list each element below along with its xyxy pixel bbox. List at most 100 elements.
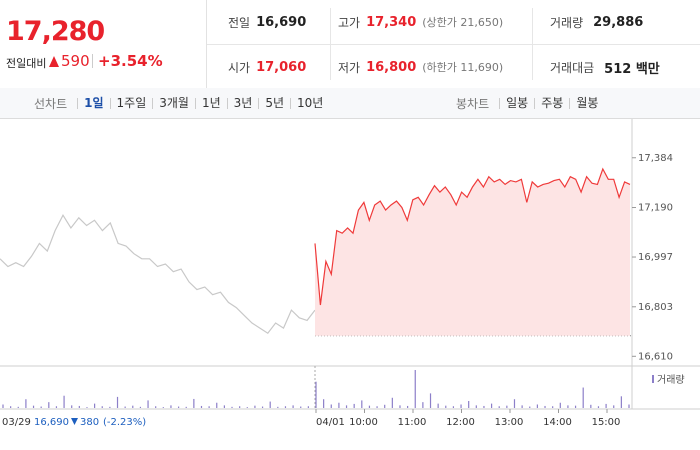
tab[interactable]: 월봉	[569, 97, 604, 109]
tab[interactable]: 3년	[226, 97, 259, 109]
info-cell: 시가 17,060	[228, 45, 306, 89]
volume-bar	[261, 406, 264, 408]
line-chart-tabs: 선차트 1일 1주일 3개월 1년 3년 5년 10년	[34, 95, 329, 112]
volume-bar	[170, 405, 172, 408]
volume-bar	[177, 406, 180, 408]
volume-bar	[292, 405, 294, 408]
info-value: 17,060	[256, 59, 307, 75]
tab-group-label: 선차트	[34, 96, 68, 111]
volume-bar	[452, 406, 455, 408]
price-line	[0, 213, 316, 335]
divider	[532, 8, 533, 80]
quote-panel: 17,280 전일대비 590 +3.54% 전일 16,690 고가 17,340…	[0, 0, 700, 89]
x-tick-label: 10:00	[349, 417, 378, 428]
candle-chart-tabs: 봉차트 일봉 주봉 월봉	[456, 95, 604, 112]
volume-bar	[345, 405, 348, 408]
y-tick-label: 16,997	[638, 252, 673, 263]
volume-bar	[498, 406, 500, 408]
info-cell: 고가 17,340 (상한가 21,650)	[338, 0, 503, 44]
volume-bar	[223, 405, 225, 408]
tab[interactable]: 주봉	[534, 97, 569, 109]
volume-bar	[162, 407, 164, 408]
volume-bar	[2, 404, 4, 408]
volume-bar	[361, 400, 363, 408]
volume-bar	[48, 402, 50, 408]
volume-bar	[307, 406, 309, 408]
tab[interactable]: 3개월	[152, 97, 195, 109]
volume-bar	[124, 406, 126, 408]
x-tick-label: 14:00	[543, 417, 572, 428]
volume-bar	[78, 405, 80, 408]
volume-bar	[605, 403, 607, 408]
volume-bar	[330, 404, 332, 408]
x-tick-label: 13:00	[495, 417, 524, 428]
volume-bar	[32, 405, 35, 408]
volume-bar	[208, 406, 210, 408]
volume-bar	[254, 405, 256, 408]
volume-bar	[544, 405, 546, 408]
volume-bar	[368, 405, 371, 408]
tab[interactable]: 1년	[194, 97, 227, 109]
volume-bar	[407, 405, 409, 408]
tab[interactable]: 1주일	[109, 97, 153, 109]
tab[interactable]: 일봉	[499, 97, 534, 109]
volume-bar	[521, 405, 523, 408]
volume-bar	[338, 402, 340, 408]
x-tick-label: 15:00	[592, 417, 621, 428]
info-value: 17,340	[366, 14, 417, 30]
volume-bar	[246, 407, 248, 408]
volume-bar	[422, 402, 424, 408]
volume-bar	[86, 407, 88, 408]
volume-bar	[269, 401, 271, 408]
volume-bar	[139, 406, 142, 408]
volume-bar	[620, 396, 622, 408]
volume-bar	[323, 399, 325, 408]
volume-bar	[414, 370, 416, 408]
x-tick-label: 04/01	[316, 417, 345, 428]
volume-bar	[55, 406, 58, 408]
divider	[207, 44, 700, 45]
volume-bar	[63, 395, 65, 408]
volume-bar	[582, 387, 584, 408]
volume-bar	[40, 406, 42, 408]
volume-legend-swatch	[652, 375, 654, 383]
info-value: 16,800	[366, 59, 417, 75]
volume-bar	[185, 406, 187, 408]
tab[interactable]: 1일	[77, 97, 109, 109]
info-label: 거래량	[550, 15, 584, 30]
info-label: 전일	[228, 15, 251, 30]
change-amount: 590	[61, 52, 90, 70]
volume-bar	[147, 400, 149, 408]
tab[interactable]: 10년	[290, 97, 329, 109]
volume-bar	[277, 406, 279, 408]
volume-bar	[17, 406, 19, 408]
info-cell: 거래대금 512 백만	[550, 45, 660, 89]
y-tick-label: 16,803	[638, 302, 673, 313]
volume-bar	[552, 406, 554, 408]
price-box: 17,280 전일대비 590 +3.54%	[0, 0, 207, 88]
volume-bar	[116, 396, 119, 408]
volume-bar	[490, 403, 493, 408]
volume-bar	[590, 404, 592, 408]
y-tick-label: 16,610	[638, 351, 673, 362]
volume-bar	[597, 406, 600, 408]
volume-bar	[132, 405, 134, 408]
tab[interactable]: 5년	[258, 97, 290, 109]
volume-bar	[193, 398, 195, 408]
info-label: 거래대금	[550, 60, 595, 75]
x-tick-label: 12:00	[446, 417, 475, 428]
info-note: (상한가 21,650)	[422, 16, 504, 29]
change-percent: +3.54%	[98, 52, 163, 70]
prev-change-pct: (-2.23%)	[103, 417, 146, 428]
divider	[92, 54, 93, 68]
volume-bar	[10, 406, 12, 408]
volume-bar	[468, 400, 470, 408]
change-label: 전일대비	[6, 57, 47, 70]
chart-tabs: 선차트 1일 1주일 3개월 1년 3년 5년 10년 봉차트 일봉 주봉 월봉	[0, 88, 700, 119]
volume-bar	[300, 406, 302, 408]
info-label: 저가	[338, 60, 361, 75]
volume-bar	[216, 402, 218, 408]
volume-bar	[231, 406, 233, 408]
volume-bar	[353, 403, 355, 408]
prev-close: 16,690	[34, 417, 69, 428]
